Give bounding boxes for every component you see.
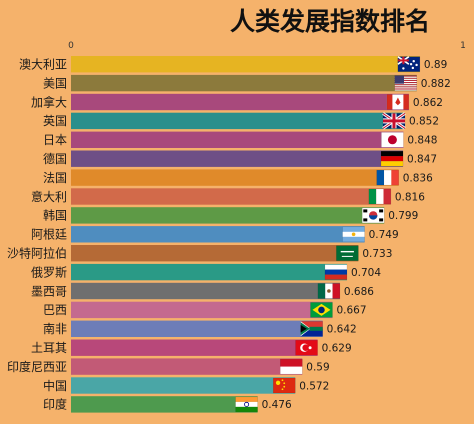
category-label: 墨西哥 — [31, 284, 67, 298]
category-label: 中国 — [43, 378, 67, 393]
bar — [71, 56, 420, 73]
value-label: 0.642 — [327, 324, 357, 336]
bar — [71, 245, 359, 262]
bar-row: 南非 0.642 — [43, 320, 357, 337]
indonesia-flag-icon — [280, 358, 303, 375]
turkey-flag-icon — [295, 339, 318, 356]
value-label: 0.59 — [306, 361, 329, 373]
category-label: 阿根廷 — [31, 228, 67, 242]
value-label: 0.882 — [421, 78, 451, 90]
value-label: 0.816 — [395, 191, 425, 203]
category-label: 印度尼西亚 — [7, 359, 67, 374]
category-label: 德国 — [43, 151, 67, 166]
saudi-arabia-flag-icon — [336, 245, 359, 261]
category-label: 南非 — [43, 321, 67, 336]
brazil-flag-icon — [310, 302, 333, 318]
bar — [71, 339, 318, 356]
category-label: 法国 — [43, 171, 67, 185]
south-africa-flag-icon — [300, 321, 323, 337]
value-label: 0.749 — [369, 229, 399, 241]
category-label: 日本 — [43, 133, 67, 147]
value-label: 0.686 — [344, 286, 374, 298]
chart-title: 人类发展指数排名 — [230, 7, 430, 36]
russia-flag-icon — [324, 264, 348, 280]
x-tick-label: 0 — [68, 41, 74, 51]
bar — [71, 188, 391, 205]
australia-flag-icon — [397, 56, 421, 72]
bar-row: 德国 0.847 — [43, 150, 437, 167]
bar-row: 俄罗斯 0.704 — [31, 263, 381, 281]
mexico-flag-icon — [317, 283, 341, 299]
value-label: 0.848 — [407, 135, 437, 147]
usa-flag-icon — [394, 75, 417, 91]
italy-flag-icon — [368, 188, 392, 205]
category-label: 澳大利亚 — [19, 58, 67, 72]
value-label: 0.572 — [299, 380, 329, 392]
bar — [71, 301, 333, 319]
bar — [71, 112, 405, 130]
bar — [71, 207, 385, 224]
uk-flag-icon — [382, 112, 406, 130]
value-label: 0.667 — [336, 305, 366, 317]
bar — [71, 150, 404, 167]
germany-flag-icon — [380, 150, 404, 167]
bar — [71, 377, 296, 394]
argentina-flag-icon — [342, 226, 365, 243]
bar-row: 加拿大 0.862 — [31, 93, 443, 111]
x-tick-label: 1 — [460, 41, 466, 51]
category-label: 沙特阿拉伯 — [7, 246, 67, 261]
category-label: 土耳其 — [31, 341, 67, 355]
india-flag-icon — [235, 396, 258, 413]
bar-row: 印度 0.476 — [43, 396, 292, 413]
bar-row: 日本 0.848 — [43, 131, 437, 148]
bar-row: 意大利 0.816 — [31, 188, 425, 205]
bar — [71, 358, 303, 375]
category-label: 巴西 — [43, 303, 67, 317]
bar — [71, 169, 399, 186]
value-label: 0.733 — [362, 248, 392, 260]
bar — [71, 93, 409, 111]
value-label: 0.476 — [262, 399, 292, 411]
canada-flag-icon — [386, 94, 410, 110]
bar — [71, 74, 417, 92]
value-label: 0.852 — [409, 116, 439, 128]
bar — [71, 263, 347, 281]
category-label: 意大利 — [31, 189, 67, 204]
value-label: 0.862 — [413, 97, 443, 109]
bar-row: 澳大利亚 0.89 — [19, 56, 447, 73]
value-label: 0.629 — [322, 343, 352, 355]
france-flag-icon — [376, 169, 399, 186]
bar-row: 法国 0.836 — [43, 169, 433, 186]
category-label: 英国 — [43, 114, 67, 128]
bar-row: 沙特阿拉伯 0.733 — [7, 245, 392, 262]
china-flag-icon — [272, 377, 296, 394]
bar-row: 巴西 0.667 — [43, 301, 367, 319]
bar-row: 印度尼西亚 0.59 — [7, 358, 330, 375]
bar-row: 中国 0.572 — [43, 377, 329, 394]
bar — [71, 226, 365, 243]
bar — [71, 282, 340, 300]
value-label: 0.89 — [424, 59, 447, 71]
bar — [71, 320, 323, 337]
bar — [71, 396, 258, 413]
category-label: 韩国 — [43, 208, 67, 223]
bar-row: 阿根廷 0.749 — [31, 226, 399, 243]
category-label: 印度 — [43, 397, 67, 412]
value-label: 0.799 — [388, 210, 418, 222]
bar-row: 韩国 0.799 — [43, 207, 418, 224]
category-label: 加拿大 — [31, 94, 67, 109]
category-label: 美国 — [43, 76, 67, 90]
value-label: 0.836 — [403, 172, 433, 184]
bar-row: 英国 0.852 — [43, 112, 439, 130]
value-label: 0.847 — [407, 154, 437, 166]
value-label: 0.704 — [351, 267, 381, 279]
bar — [71, 131, 404, 148]
category-label: 俄罗斯 — [31, 265, 67, 279]
bar-row: 美国 0.882 — [43, 74, 451, 92]
bar-row: 土耳其 0.629 — [31, 339, 352, 356]
korea-flag-icon — [361, 207, 385, 224]
japan-flag-icon — [381, 132, 404, 148]
bar-row: 墨西哥 0.686 — [31, 282, 374, 300]
